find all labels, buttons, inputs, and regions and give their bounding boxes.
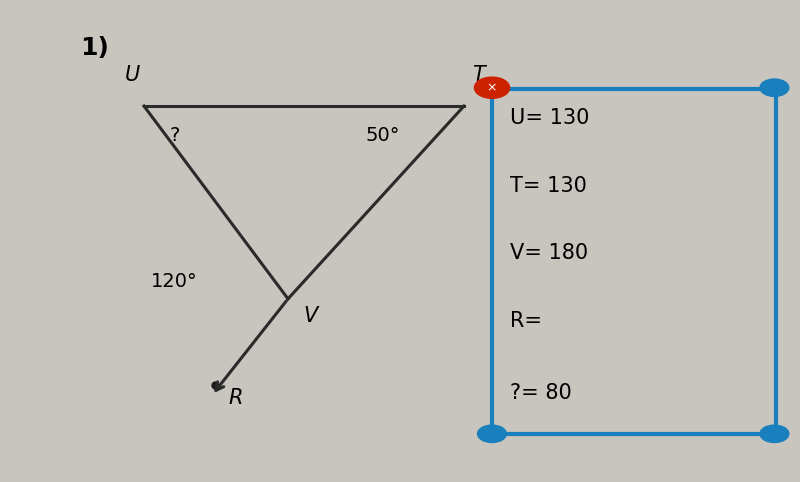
Text: R=: R= <box>510 310 542 331</box>
Text: V: V <box>303 306 318 326</box>
Text: V= 180: V= 180 <box>510 243 589 263</box>
Circle shape <box>760 425 789 442</box>
Text: T= 130: T= 130 <box>510 175 587 196</box>
Circle shape <box>478 425 506 442</box>
Circle shape <box>760 79 789 96</box>
Text: 1): 1) <box>80 36 109 60</box>
Text: U= 130: U= 130 <box>510 108 590 128</box>
Text: R: R <box>229 388 243 408</box>
Text: ×: × <box>486 81 498 94</box>
Text: T: T <box>472 65 485 85</box>
Circle shape <box>474 77 510 98</box>
FancyBboxPatch shape <box>492 89 776 434</box>
Text: 120°: 120° <box>151 272 198 292</box>
Text: U: U <box>124 65 140 85</box>
Text: 50°: 50° <box>365 126 400 146</box>
Text: ?: ? <box>170 126 179 146</box>
Text: ?= 80: ?= 80 <box>510 383 572 403</box>
